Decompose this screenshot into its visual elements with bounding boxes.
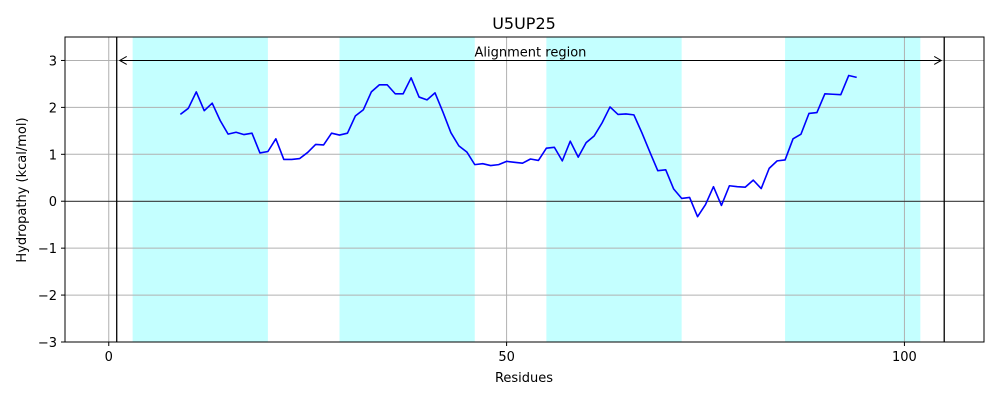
series-line-0 (179, 74, 857, 218)
series-layer (179, 74, 857, 218)
alignment-arrow-left-head (118, 56, 127, 65)
x-axis-ticks: 0 50 100 (105, 342, 917, 365)
x-tick-label-2: 100 (892, 350, 917, 365)
y-tick-label-5: 2 (49, 101, 57, 116)
highlight-band-3 (546, 37, 682, 342)
y-tick-label-6: 3 (49, 54, 57, 69)
chart-title: U5UP25 (492, 14, 556, 33)
y-tick-label-2: −1 (38, 242, 57, 257)
highlight-band-4 (785, 37, 921, 342)
plot-frame (64, 36, 985, 343)
alignment-annotation: Alignment region (118, 45, 943, 65)
highlight-bands (132, 37, 921, 342)
x-tick-label-1: 50 (498, 350, 515, 365)
alignment-arrow-right-head (933, 56, 943, 65)
x-axis-title: Residues (495, 371, 553, 386)
alignment-region-label: Alignment region (475, 45, 587, 60)
y-axis-title: Hydropathy (kcal/mol) (15, 117, 30, 262)
reference-lines (65, 37, 984, 342)
y-tick-label-1: −2 (38, 289, 57, 304)
x-tick-label-0: 0 (105, 350, 113, 365)
y-axis-ticks: −3 −2 −1 0 1 2 3 (38, 54, 65, 351)
highlight-band-1 (132, 37, 268, 342)
y-tick-label-0: −3 (38, 336, 57, 351)
highlight-band-2 (339, 37, 475, 342)
y-tick-label-3: 0 (49, 195, 57, 210)
y-tick-label-4: 1 (49, 148, 57, 163)
